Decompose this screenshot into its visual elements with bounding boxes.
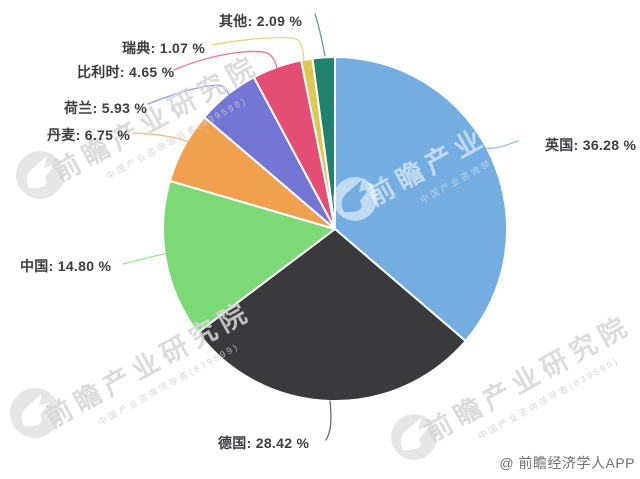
pie-label-5: 比利时: 4.65 % xyxy=(77,64,175,80)
pie-label-3: 丹麦: 6.75 % xyxy=(47,127,131,143)
leader-line-0 xyxy=(482,140,519,150)
pie-label-6: 瑞典: 1.07 % xyxy=(122,40,206,56)
pie-label-7: 其他: 2.09 % xyxy=(219,13,303,29)
leader-line-3 xyxy=(132,132,192,144)
credit-text: @ 前瞻经济学人APP xyxy=(499,455,635,471)
pie-slice-2[interactable] xyxy=(162,179,336,334)
leader-line-2 xyxy=(122,252,169,265)
pie-label-2: 中国: 14.80 % xyxy=(20,258,112,274)
pie-label-0: 英国: 36.28 % xyxy=(545,137,637,153)
leader-line-4 xyxy=(147,84,231,105)
pie-slice-7[interactable] xyxy=(311,56,336,230)
leader-line-7 xyxy=(314,13,326,57)
leader-line-5 xyxy=(173,50,278,71)
pie-label-1: 德国: 28.42 % xyxy=(218,435,310,451)
leader-line-6 xyxy=(211,37,305,62)
leader-line-1 xyxy=(325,400,332,441)
pie-slice-0[interactable] xyxy=(334,56,509,342)
pie-label-4: 荷兰: 5.93 % xyxy=(64,100,148,116)
